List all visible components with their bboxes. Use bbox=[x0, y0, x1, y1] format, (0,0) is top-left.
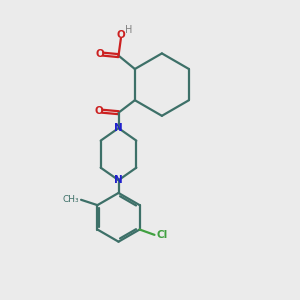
Text: Cl: Cl bbox=[157, 230, 168, 240]
Text: O: O bbox=[94, 106, 103, 116]
Text: H: H bbox=[124, 25, 132, 35]
Text: N: N bbox=[114, 123, 123, 133]
Text: O: O bbox=[116, 29, 125, 40]
Text: CH₃: CH₃ bbox=[62, 195, 79, 204]
Text: O: O bbox=[96, 49, 104, 59]
Text: N: N bbox=[114, 175, 123, 185]
